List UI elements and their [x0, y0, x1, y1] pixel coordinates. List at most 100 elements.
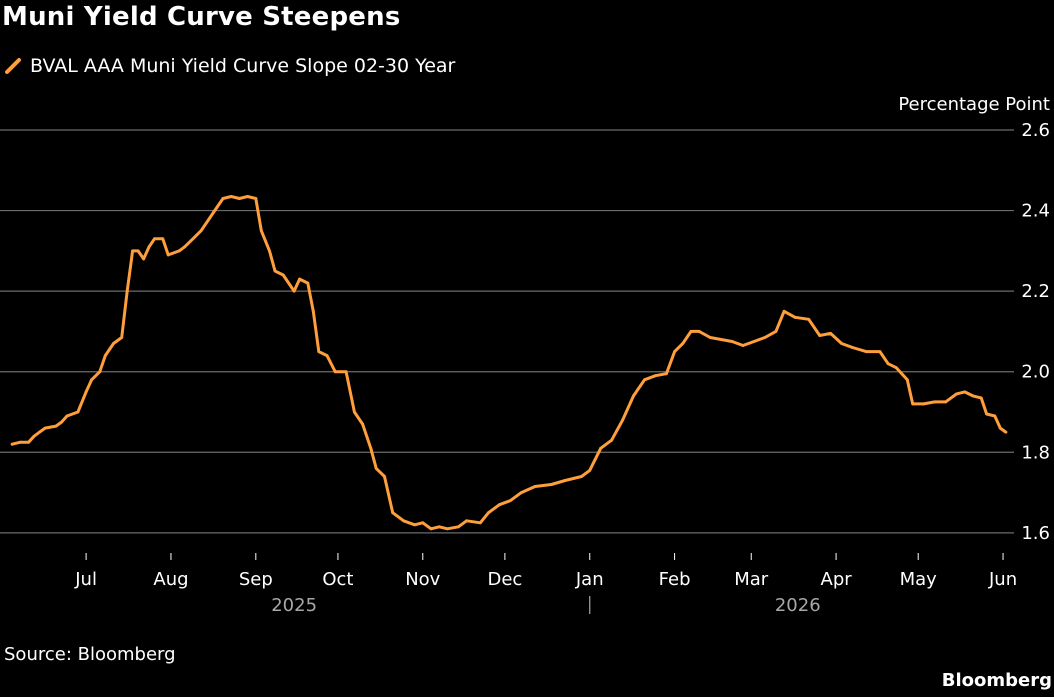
data-point: [894, 366, 898, 370]
data-point: [76, 410, 80, 414]
data-point: [429, 527, 433, 531]
legend-label: BVAL AAA Muni Yield Curve Slope 02-30 Ye…: [30, 55, 456, 77]
data-point: [807, 317, 811, 321]
data-point: [38, 430, 41, 434]
year-label: 2026: [775, 595, 821, 616]
data-point: [922, 402, 926, 406]
data-point: [498, 503, 501, 507]
x-tick-label: Dec: [487, 569, 522, 590]
data-point: [292, 289, 296, 293]
data-point: [933, 400, 936, 404]
data-point: [985, 412, 988, 416]
chart-title: Muni Yield Curve Steepens: [2, 2, 401, 32]
data-point: [905, 378, 909, 382]
data-point: [697, 330, 701, 333]
data-point: [166, 253, 170, 257]
data-point: [246, 195, 250, 198]
data-point: [221, 197, 225, 200]
data-point: [333, 370, 337, 374]
x-tick-label: May: [900, 569, 938, 590]
data-point: [177, 249, 181, 253]
data-point: [325, 354, 329, 357]
bloomberg-logo: Bloomberg: [941, 670, 1052, 691]
data-point: [621, 418, 624, 422]
data-point: [383, 475, 386, 478]
data-point: [944, 400, 947, 404]
data-point: [10, 442, 14, 446]
data-point: [32, 434, 36, 438]
data-point: [142, 257, 146, 261]
data-point: [90, 378, 93, 382]
data-point: [27, 440, 30, 444]
data-point: [183, 245, 187, 249]
data-point: [478, 521, 482, 525]
data-point: [998, 426, 1002, 430]
data-point: [793, 315, 797, 319]
data-point: [374, 467, 378, 470]
data-point: [54, 424, 58, 428]
data-point: [752, 340, 756, 343]
data-point: [437, 525, 441, 529]
data-point: [730, 340, 734, 343]
data-point: [580, 475, 583, 478]
data-point: [229, 195, 233, 198]
data-point: [131, 249, 135, 253]
data-point: [161, 237, 165, 241]
x-tick-label: Jun: [988, 569, 1017, 590]
legend: BVAL AAA Muni Yield Curve Slope 02-30 Ye…: [4, 53, 455, 79]
x-tick-label: Oct: [322, 569, 353, 590]
data-point: [457, 525, 460, 529]
line-swatch-icon: [4, 57, 22, 75]
data-point: [311, 309, 315, 313]
data-point: [979, 396, 983, 400]
data-point: [993, 414, 997, 418]
y-tick-label: 2.0: [1021, 362, 1050, 383]
y-tick-label: 2.4: [1021, 201, 1050, 222]
x-tick-label: Feb: [659, 569, 691, 590]
data-point: [829, 332, 832, 335]
y-tick-label: 1.8: [1021, 442, 1050, 463]
x-tick-label: Aug: [153, 569, 188, 590]
year-label: 2025: [271, 595, 317, 616]
data-point: [19, 440, 22, 444]
data-point: [519, 491, 523, 494]
data-point: [681, 342, 685, 345]
data-point: [361, 422, 364, 426]
data-point: [306, 281, 310, 285]
data-point: [65, 414, 69, 418]
data-point: [413, 523, 416, 527]
x-tick-label: Jan: [575, 569, 604, 590]
data-point: [487, 511, 490, 515]
data-point: [191, 237, 195, 241]
data-point: [963, 390, 967, 394]
data-point: [782, 309, 786, 313]
y-axis-ticks: Percentage Point 1.6 1.8 2.0 2.2 2.4 2.6: [898, 94, 1050, 544]
data-point: [673, 350, 676, 353]
data-point: [719, 338, 723, 341]
data-point: [281, 273, 285, 277]
y-axis-label: Percentage Point: [898, 94, 1050, 115]
source-note: Source: Bloomberg: [4, 644, 176, 665]
data-point: [199, 229, 203, 233]
data-point: [353, 410, 356, 414]
data-point: [654, 374, 657, 378]
x-tick-label: Mar: [734, 569, 769, 590]
data-point: [550, 483, 553, 486]
data-point: [708, 336, 712, 339]
data-point: [840, 342, 843, 345]
gridlines: [0, 129, 1014, 534]
data-point: [391, 511, 395, 515]
data-point: [818, 334, 822, 337]
data-point: [851, 346, 854, 349]
x-axis-ticks: Jul Aug Sep Oct Nov Dec Jan Feb Mar Apr May Jun 2025…: [74, 553, 1017, 616]
data-point: [98, 370, 102, 374]
data-point: [268, 249, 271, 253]
x-tick-label: Sep: [239, 569, 273, 590]
data-point: [446, 527, 449, 531]
data-point: [112, 342, 115, 345]
data-point: [599, 446, 603, 450]
data-point: [632, 394, 635, 398]
data-point: [216, 205, 219, 208]
series-line: [10, 195, 1008, 531]
